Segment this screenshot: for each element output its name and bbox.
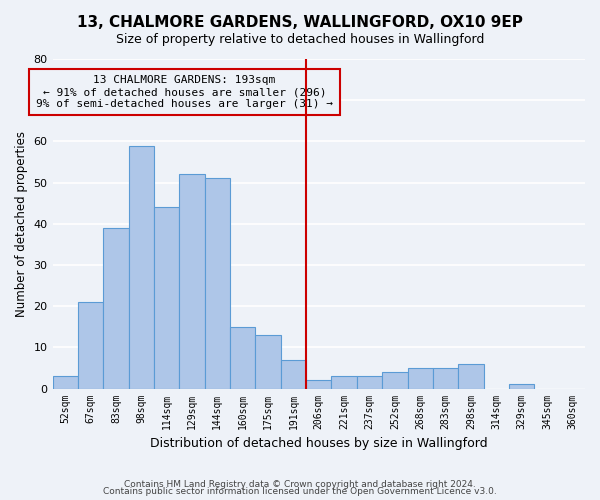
Text: Contains HM Land Registry data © Crown copyright and database right 2024.: Contains HM Land Registry data © Crown c… [124,480,476,489]
Bar [306,380,331,388]
Bar [407,368,433,388]
Text: 13 CHALMORE GARDENS: 193sqm
← 91% of detached houses are smaller (296)
9% of sem: 13 CHALMORE GARDENS: 193sqm ← 91% of det… [36,76,333,108]
Bar [281,360,306,388]
X-axis label: Distribution of detached houses by size in Wallingford: Distribution of detached houses by size … [150,437,488,450]
Text: Contains public sector information licensed under the Open Government Licence v3: Contains public sector information licen… [103,487,497,496]
Bar [128,146,154,388]
Bar [458,364,484,388]
Bar [433,368,458,388]
Bar [154,208,179,388]
Bar [78,302,103,388]
Bar [331,376,357,388]
Bar [205,178,230,388]
Y-axis label: Number of detached properties: Number of detached properties [15,131,28,317]
Bar [357,376,382,388]
Bar [382,372,407,388]
Bar [179,174,205,388]
Text: Size of property relative to detached houses in Wallingford: Size of property relative to detached ho… [116,32,484,46]
Bar [256,335,281,388]
Bar [103,228,128,388]
Bar [230,327,256,388]
Bar [53,376,78,388]
Text: 13, CHALMORE GARDENS, WALLINGFORD, OX10 9EP: 13, CHALMORE GARDENS, WALLINGFORD, OX10 … [77,15,523,30]
Bar [509,384,534,388]
